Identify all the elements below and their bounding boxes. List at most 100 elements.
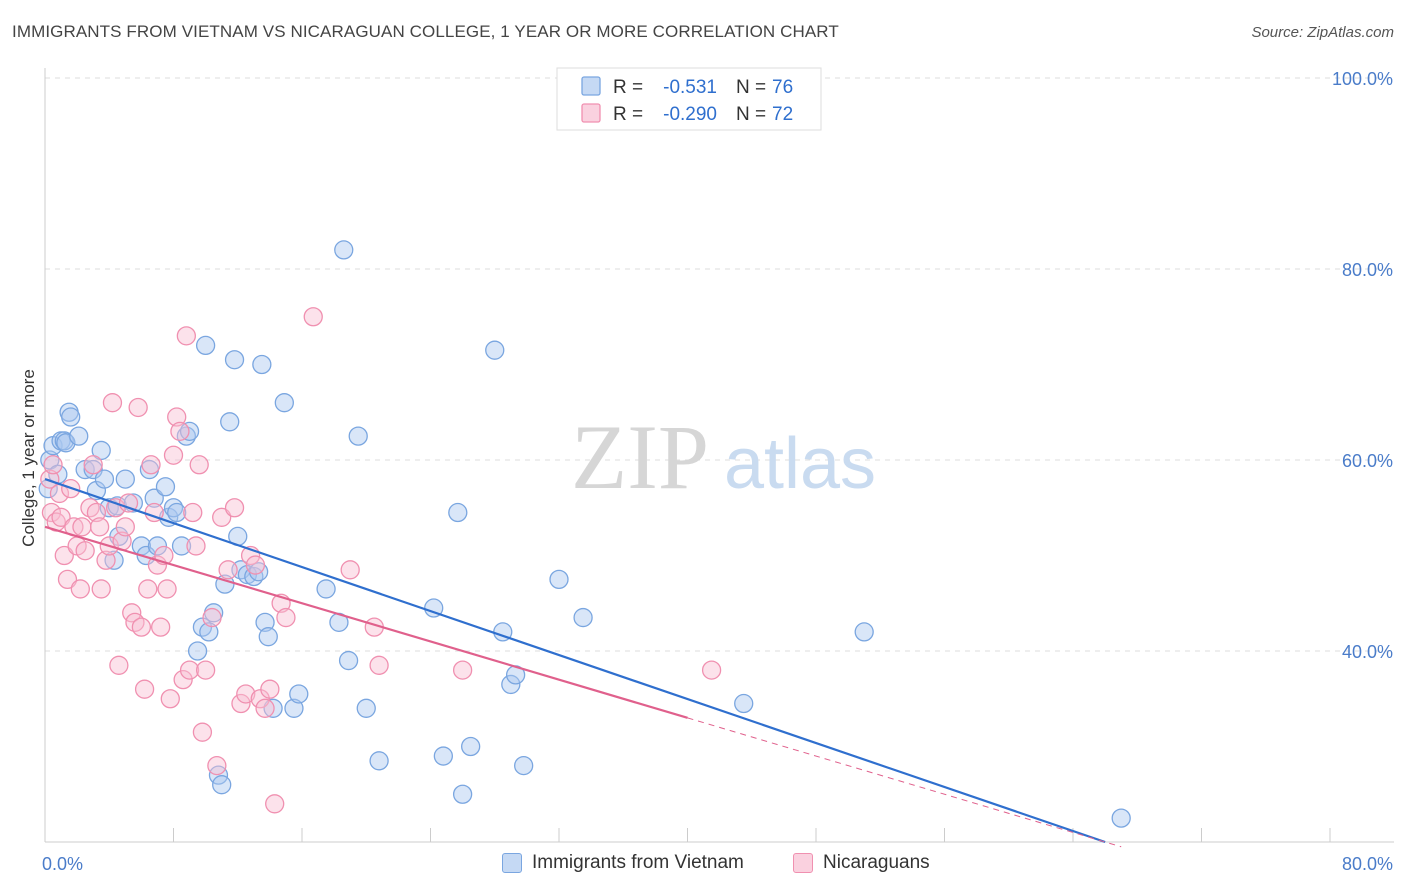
vietnam-point-58 [338, 650, 359, 671]
nicaraguan-point-49 [192, 722, 213, 742]
nicaraguan-point-26 [118, 493, 139, 513]
vietnam-point-17 [115, 469, 135, 489]
nicaraguan-point-25 [115, 517, 135, 537]
stats-swatch-0 [581, 76, 601, 96]
nicaraguan-point-1 [41, 502, 62, 523]
vietnam-point-8 [61, 407, 81, 427]
nicaraguan-point-57 [236, 684, 256, 704]
vietnam-point-29 [171, 536, 192, 556]
vietnam-point-64 [448, 502, 468, 523]
nicaraguan-point-19 [96, 550, 116, 570]
nicaraguan-point-18 [91, 579, 111, 599]
vietnam-point-41 [220, 412, 240, 432]
stats-r-value-1: -0.290 [663, 104, 717, 125]
stats-r-label-1: R = [613, 104, 643, 125]
nicaraguan-point-42 [170, 421, 190, 442]
legend-label-nicaraguans: Nicaraguans [823, 852, 930, 873]
trend-lines [44, 478, 1122, 848]
nicaraguan-point-38 [157, 579, 177, 599]
stats-r-label-0: R = [613, 77, 643, 98]
nicaraguan-trend-extension [687, 717, 1122, 848]
nicaraguan-point-71 [701, 660, 722, 680]
vietnam-point-33 [187, 641, 208, 661]
stats-n-label-1: N = [736, 104, 766, 125]
nicaraguan-point-59 [245, 555, 266, 575]
nicaraguan-point-16 [86, 502, 107, 523]
vietnam-point-66 [461, 736, 481, 757]
nicaraguan-point-32 [138, 579, 158, 599]
source-label: Source: ZipAtlas.com [1251, 24, 1394, 41]
chart-title: IMMIGRANTS FROM VIETNAM VS NICARAGUAN CO… [12, 22, 839, 41]
axes [44, 68, 1394, 843]
vietnam-point-63 [433, 746, 454, 766]
vietnam-point-49 [255, 612, 275, 632]
y-tick-label-1: 60.0% [1342, 451, 1393, 471]
stats-n-label-0: N = [736, 77, 766, 98]
nicaraguan-point-47 [186, 536, 206, 556]
nicaraguan-point-44 [176, 326, 197, 346]
nicaraguan-point-33 [141, 455, 161, 475]
vietnam-point-65 [452, 784, 473, 804]
vietnam-point-59 [348, 426, 368, 446]
nicaraguan-point-51 [202, 607, 222, 628]
vietnam-point-39 [212, 775, 232, 795]
data-points [38, 240, 1131, 828]
vietnam-point-75 [854, 622, 874, 642]
vietnam-point-69 [501, 674, 521, 695]
vietnam-point-51 [263, 698, 283, 718]
vietnam-point-55 [316, 579, 336, 599]
nicaraguan-point-63 [265, 794, 285, 814]
nicaraguan-point-21 [102, 393, 123, 413]
tick-labels: 40.0% 60.0% 80.0% 100.0% 0.0% 80.0% [42, 69, 1393, 874]
nicaraguan-point-65 [276, 607, 296, 628]
nicaraguan-point-40 [163, 445, 184, 465]
y-tick-label-0: 40.0% [1342, 642, 1393, 662]
nicaraguan-point-45 [179, 660, 200, 680]
series-legend: Immigrants from Vietnam Nicaraguans [0, 852, 1406, 878]
watermark: ZIP atlas [571, 406, 876, 508]
stats-n-value-1: 72 [772, 104, 793, 125]
legend-swatch-vietnam [502, 853, 522, 873]
legend-label-vietnam: Immigrants from Vietnam [532, 852, 744, 873]
y-tick-label-2: 80.0% [1342, 260, 1393, 280]
nicaraguan-point-48 [189, 455, 209, 475]
nicaraguan-point-30 [131, 617, 152, 637]
vietnam-point-9 [69, 426, 89, 446]
nicaraguan-point-55 [224, 498, 245, 518]
vietnam-point-24 [144, 488, 164, 508]
nicaraguan-point-43 [173, 670, 193, 690]
vietnam-point-71 [514, 755, 534, 776]
vietnam-point-54 [289, 684, 309, 704]
nicaraguan-point-56 [231, 693, 251, 714]
stats-legend-box [556, 67, 822, 131]
vietnam-trend-line [44, 478, 1106, 844]
watermark-atlas: atlas [724, 424, 876, 504]
nicaraguan-point-67 [340, 560, 360, 580]
nicaraguan-point-39 [160, 689, 180, 709]
vietnam-point-73 [573, 607, 593, 628]
vietnam-point-42 [224, 350, 245, 370]
nicaraguan-point-23 [109, 655, 129, 675]
vietnam-point-26 [155, 477, 176, 497]
nicaraguan-point-12 [72, 517, 92, 537]
nicaraguan-point-41 [167, 407, 187, 427]
nicaraguan-point-46 [183, 502, 203, 523]
nicaraguan-point-66 [303, 307, 323, 327]
x-tick-label-1: 80.0% [1342, 854, 1393, 874]
nicaraguan-point-0 [40, 469, 60, 489]
nicaraguan-point-11 [70, 579, 90, 599]
nicaraguan-trend-line [44, 525, 688, 719]
vietnam-point-18 [104, 550, 124, 570]
vietnam-point-48 [252, 354, 272, 375]
nicaraguan-point-15 [83, 455, 103, 475]
vietnam-point-25 [147, 536, 168, 556]
nicaraguan-point-53 [212, 507, 232, 527]
vietnam-point-14 [94, 469, 115, 489]
nicaraguan-point-17 [89, 517, 110, 537]
nicaraguan-point-62 [260, 679, 280, 699]
vietnam-point-53 [284, 698, 304, 718]
vietnam-point-35 [195, 335, 216, 356]
vietnam-point-74 [734, 693, 754, 714]
vietnam-point-76 [1111, 808, 1131, 828]
